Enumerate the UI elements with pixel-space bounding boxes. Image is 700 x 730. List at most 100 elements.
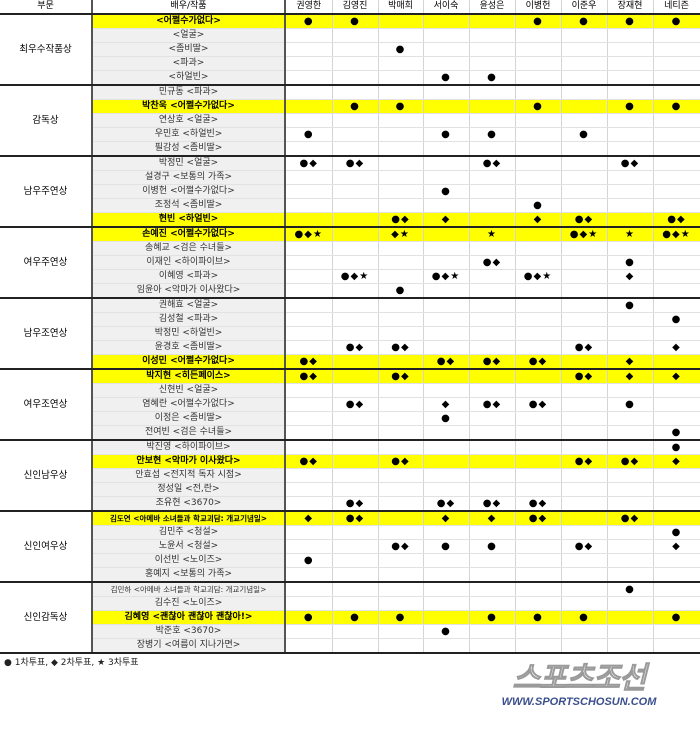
vote-cell (378, 553, 424, 568)
nominee-cell: 홍예지 <보통의 가족> (92, 567, 286, 583)
vote-cell (515, 156, 562, 171)
vote-cell (515, 241, 562, 256)
vote-cell: ●◆ (515, 496, 562, 512)
vote-cell (469, 425, 516, 441)
vote-cell (469, 553, 516, 568)
table-row: 신인남우상 박진영 <하이파이브> ● (0, 440, 700, 512)
vote-cell (378, 468, 424, 483)
vote-cell (378, 326, 424, 341)
vote-cell (607, 212, 654, 228)
vote-cell: ●◆★ (332, 269, 379, 284)
vote-cell (561, 198, 608, 213)
vote-cell (561, 425, 608, 441)
vote-cell: ● (469, 539, 516, 554)
nominee-cell: 박정민 <얼굴> (92, 156, 286, 171)
vote-cell (561, 298, 608, 313)
vote-cell (561, 156, 608, 171)
vote-cell (653, 269, 700, 284)
category-cell: 신인감독상 (0, 582, 93, 654)
vote-cell (285, 567, 333, 583)
vote-cell (653, 511, 700, 526)
nominee-cell: 윤경호 <좀비딸> (92, 340, 286, 355)
nominee-cell: 설경구 <보통의 가족> (92, 170, 286, 185)
table-row: 김성철 <파과> ● (0, 312, 700, 327)
table-row: 연상호 <얼굴> (0, 113, 700, 128)
vote-cell (285, 56, 333, 71)
vote-cell: ● (378, 610, 424, 625)
table-row: 박정민 <하얼빈> (0, 326, 700, 341)
header-row: 부문 배우/작품 권영한 김영진 박매희 서이숙 윤성은 이병헌 이준우 장재현 네티즌 (0, 0, 700, 15)
vote-cell (332, 198, 379, 213)
vote-cell (561, 496, 608, 512)
vote-cell: ●◆ (285, 156, 333, 171)
vote-cell (423, 383, 470, 398)
vote-cell (607, 170, 654, 185)
nominee-cell: 박정민 <하얼빈> (92, 326, 286, 341)
vote-cell (332, 28, 379, 43)
vote-cell (515, 312, 562, 327)
table-row: 정성일 <전,란> (0, 482, 700, 497)
vote-cell: ●◆ (332, 156, 379, 171)
vote-cell (423, 42, 470, 57)
vote-cell (515, 340, 562, 355)
vote-cell: ●◆ (469, 255, 516, 270)
vote-cell (469, 312, 516, 327)
table-row: 최우수작품상 <어쩔수가없다> ● ● ● ● ● ● (0, 14, 700, 86)
nominee-cell: 김도연 <아메바 소녀들과 학교괴담: 개교기념일> (92, 511, 286, 526)
vote-cell (607, 383, 654, 398)
table-row: 염혜란 <어쩔수가없다> ●◆ ◆ ●◆ ●◆ ● (0, 397, 700, 412)
vote-cell (423, 525, 470, 540)
vote-cell: ◆ (285, 511, 333, 526)
table-row: 노윤서 <청설> ●◆ ● ● ●◆ ◆ (0, 539, 700, 554)
logo-url: WWW.SPORTSCHOSUN.COM (501, 696, 657, 708)
vote-cell (332, 454, 379, 469)
vote-cell (653, 70, 700, 86)
vote-cell (561, 255, 608, 270)
vote-cell (469, 638, 516, 654)
vote-cell: ● (515, 14, 562, 29)
vote-cell (378, 14, 424, 29)
table-row: 김수진 <노이즈> (0, 596, 700, 611)
table-row: 남우주연상 박정민 <얼굴> ●◆ ●◆ ●◆ ●◆ (0, 156, 700, 228)
vote-cell: ● (423, 411, 470, 426)
vote-cell (285, 525, 333, 540)
vote-cell (469, 454, 516, 469)
vote-cell (561, 596, 608, 611)
nominee-cell: 김혜영 <괜찮아 괜찮아 괜찮아!> (92, 610, 286, 625)
logo-wordmark: 스포츠조선 (512, 661, 647, 696)
vote-cell: ◆ (653, 369, 700, 384)
table-row: 우민호 <하얼빈> ● ● ● ● (0, 127, 700, 142)
vote-cell (515, 638, 562, 654)
vote-cell: ● (469, 70, 516, 86)
vote-cell: ◆ (607, 369, 654, 384)
table-row: 현빈 <하얼빈> ●◆ ◆ ◆ ●◆ ●◆ (0, 212, 700, 228)
vote-cell (378, 312, 424, 327)
vote-cell: ● (285, 14, 333, 29)
vote-cell: ◆ (515, 212, 562, 228)
vote-cell (561, 525, 608, 540)
vote-cell: ●◆ (561, 454, 608, 469)
vote-cell (378, 482, 424, 497)
nominee-cell: 이정은 <좀비딸> (92, 411, 286, 426)
vote-cell (561, 283, 608, 299)
nominee-cell: 이혜영 <파과> (92, 269, 286, 284)
vote-cell (423, 312, 470, 327)
vote-cell (378, 56, 424, 71)
vote-cell: ●◆★ (561, 227, 608, 242)
table-row: 장병기 <여름이 지나가면> (0, 638, 700, 654)
vote-cell (332, 56, 379, 71)
vote-cell (423, 340, 470, 355)
vote-cell (332, 425, 379, 441)
vote-cell (378, 70, 424, 86)
vote-cell (653, 56, 700, 71)
vote-cell (423, 14, 470, 29)
vote-cell: ● (469, 610, 516, 625)
vote-cell (653, 582, 700, 597)
nominee-cell: <좀비딸> (92, 42, 286, 57)
vote-cell (378, 525, 424, 540)
vote-cell (423, 141, 470, 157)
vote-cell (607, 141, 654, 157)
header-judge: 서이숙 (423, 0, 470, 15)
vote-cell: ●◆ (378, 212, 424, 228)
vote-cell (378, 440, 424, 455)
